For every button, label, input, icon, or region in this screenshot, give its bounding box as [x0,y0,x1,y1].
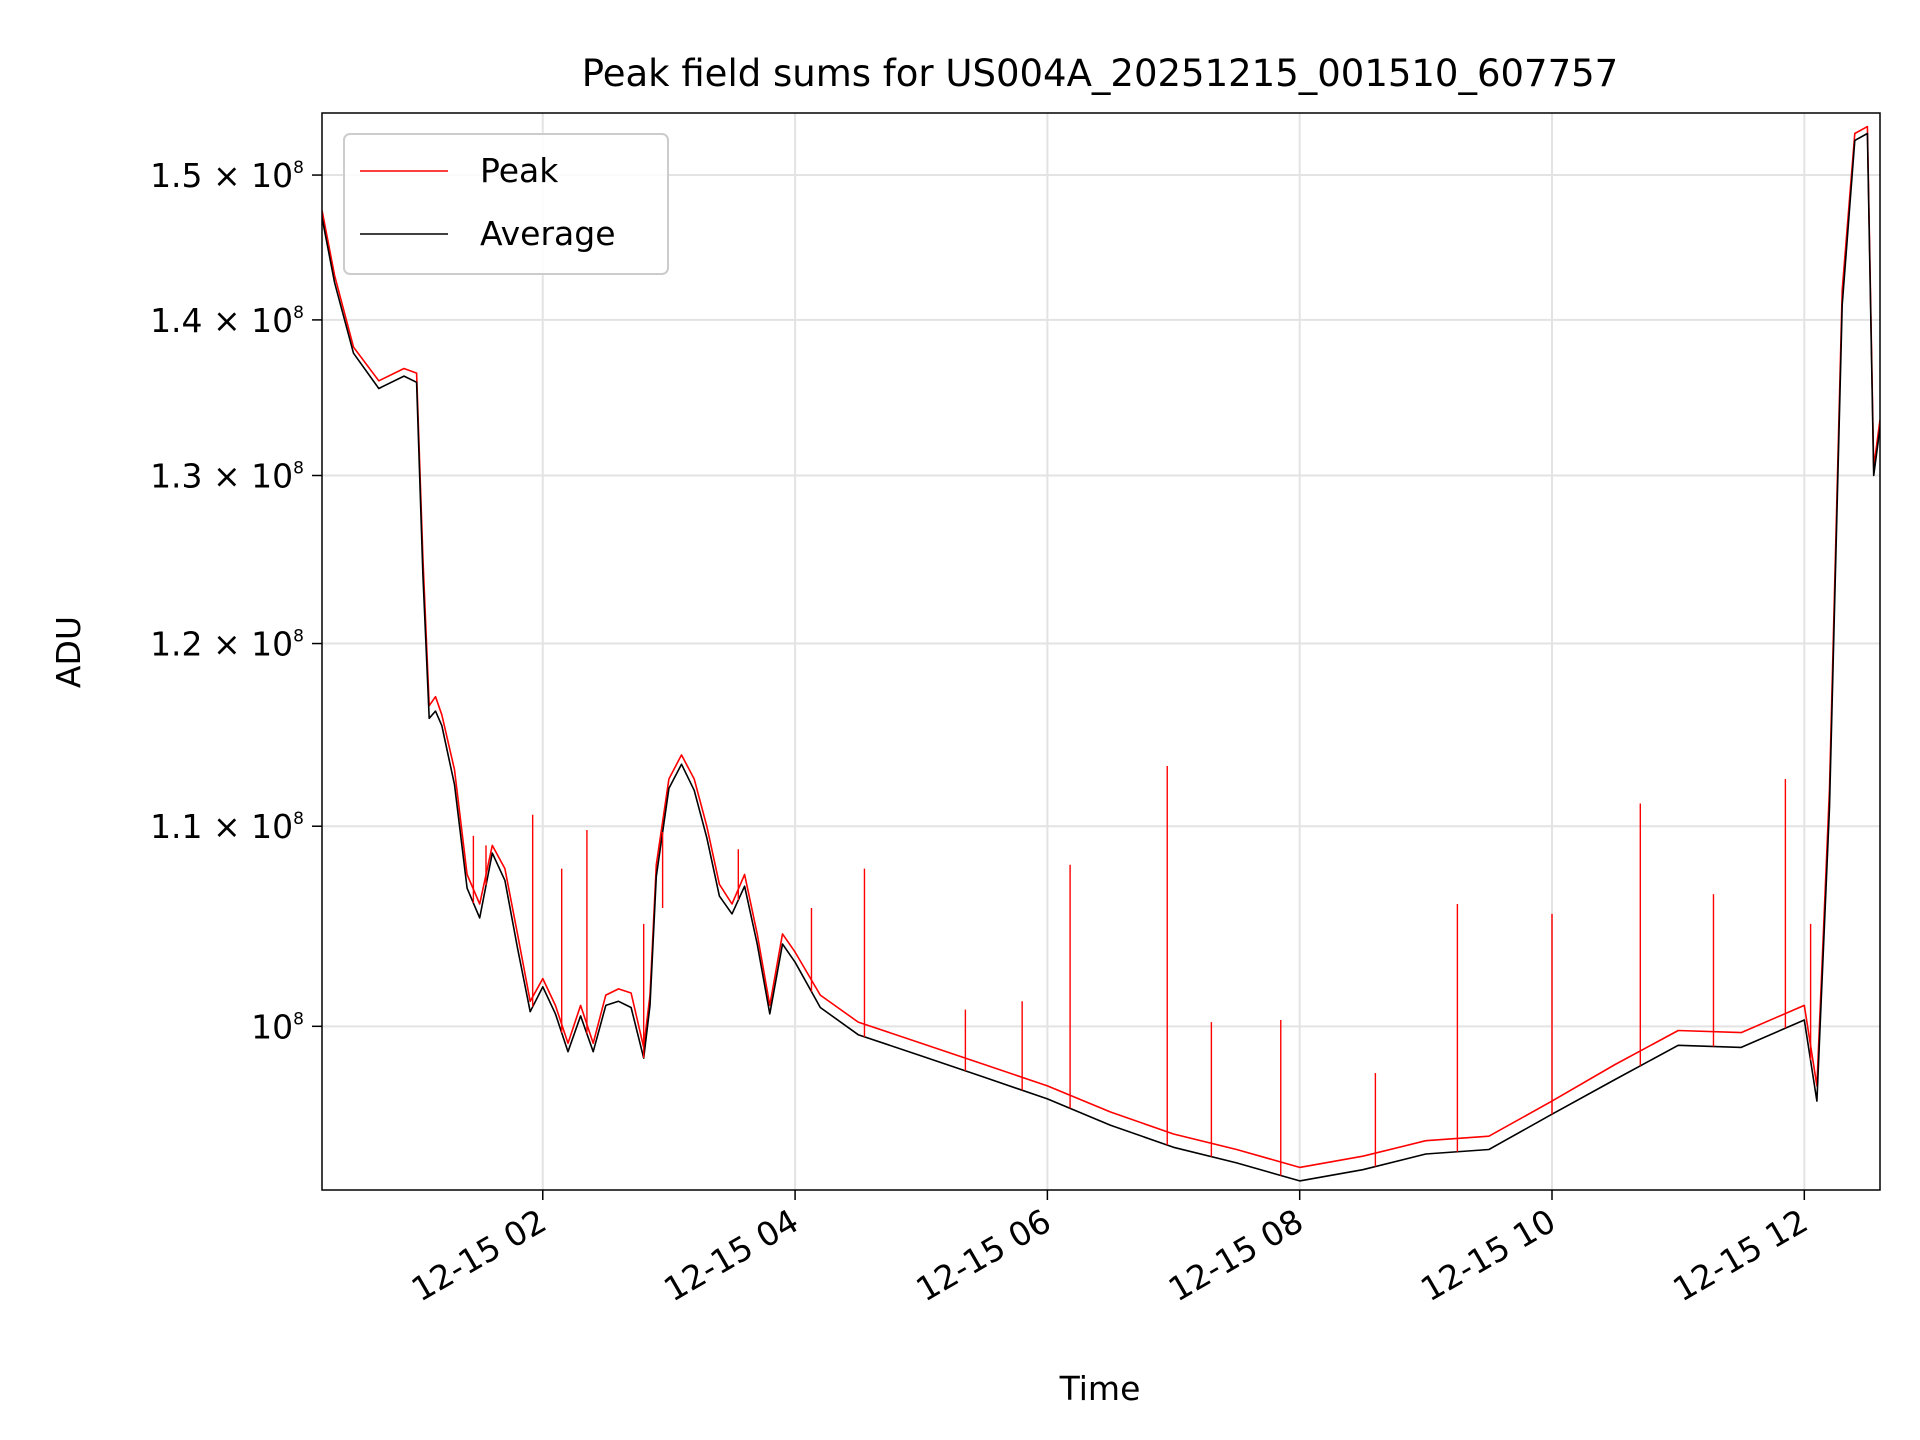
y-axis: 108 1.1 × 108 1.2 × 108 1.3 × 108 1.4 × 108 1… [150,156,322,1046]
series-line-peak [322,125,1880,1169]
y-tick-label: 1.3 × 108 [150,456,304,495]
y-axis-label: ADU [49,616,88,688]
plot-lines [322,125,1880,1182]
chart-title: Peak field sums for US004A_20251215_0015… [582,52,1618,95]
plot-frame [321,112,1881,1191]
legend: Peak Average [343,133,669,275]
series-line-average [322,132,1880,1182]
y-tick-label: 1.2 × 108 [150,625,304,664]
legend-peak-label: Peak [480,151,559,190]
x-axis-label: Time [1059,1369,1141,1408]
legend-box [343,133,669,275]
y-tick-label: 108 [251,1007,304,1046]
y-tick-label: 1.4 × 108 [150,301,304,340]
y-tick-label: 1.1 × 108 [150,807,304,846]
y-tick-label: 1.5 × 108 [150,156,304,195]
legend-average-label: Average [480,214,616,253]
